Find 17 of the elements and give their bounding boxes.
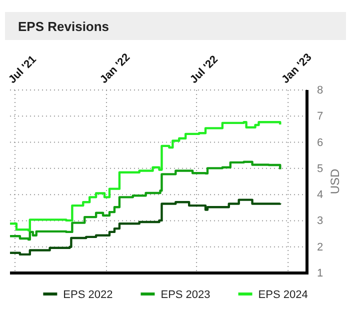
legend-label: EPS 2022 <box>63 289 113 301</box>
y-tick-label: 8 <box>317 84 324 97</box>
legend-label: EPS 2023 <box>160 289 210 301</box>
legend-label: EPS 2024 <box>258 289 308 301</box>
x-tick-label: Jan '23 <box>280 51 314 86</box>
y-tick-label: 7 <box>317 110 324 123</box>
chart-title: EPS Revisions <box>18 19 110 34</box>
x-tick-label: Jul '22 <box>188 54 220 86</box>
y-tick-label: 2 <box>317 241 324 254</box>
y-axis-title: USD <box>328 168 342 194</box>
y-tick-label: 4 <box>317 189 324 202</box>
y-tick-label: 5 <box>317 162 324 175</box>
y-tick-label: 1 <box>317 268 324 280</box>
x-tick-label: Jul '21 <box>6 54 39 86</box>
y-tick-label: 6 <box>317 136 324 149</box>
x-tick-label: Jan '22 <box>98 51 133 86</box>
y-tick-label: 3 <box>317 215 324 228</box>
